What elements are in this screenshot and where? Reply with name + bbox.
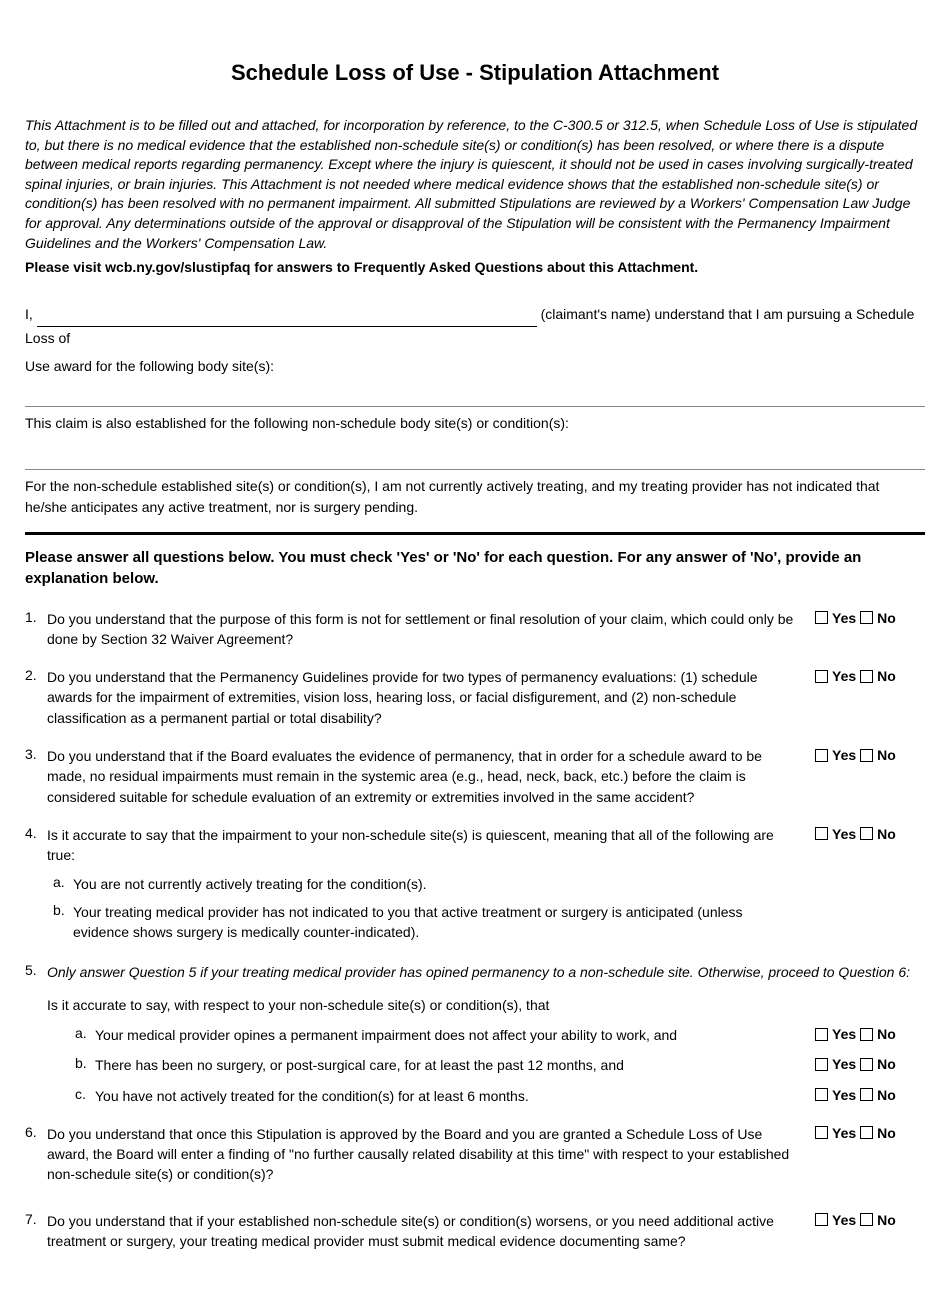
q5b-letter: b. — [75, 1055, 95, 1071]
q5b-no-checkbox[interactable] — [860, 1058, 873, 1071]
q5b: b. There has been no surgery, or post-su… — [75, 1055, 925, 1075]
q5b-yes-checkbox[interactable] — [815, 1058, 828, 1071]
q5b-yesno: Yes No — [815, 1055, 925, 1072]
faq-line: Please visit wcb.ny.gov/slustipfaq for a… — [25, 259, 925, 275]
q6-yes-checkbox[interactable] — [815, 1126, 828, 1139]
q1-yes-checkbox[interactable] — [815, 611, 828, 624]
q4b-text: Your treating medical provider has not i… — [73, 902, 773, 943]
q5-intro: Only answer Question 5 if your treating … — [47, 962, 925, 982]
q5c-letter: c. — [75, 1086, 95, 1102]
nonschedule-label: This claim is also established for the f… — [25, 413, 925, 434]
q4-yes-checkbox[interactable] — [815, 827, 828, 840]
q5a-yesno: Yes No — [815, 1025, 925, 1042]
yes-label: Yes — [832, 1087, 856, 1103]
section-divider — [25, 532, 925, 535]
q4a: a. You are not currently actively treati… — [53, 874, 925, 894]
q6-no-checkbox[interactable] — [860, 1126, 873, 1139]
claimant-name-row: I, (claimant's name) understand that I a… — [25, 303, 925, 351]
q5c-yesno: Yes No — [815, 1086, 925, 1103]
q5c: c. You have not actively treated for the… — [75, 1086, 925, 1106]
yes-label: Yes — [832, 668, 856, 684]
q6-number: 6. — [25, 1124, 47, 1140]
claimant-name-cont: Use award for the following body site(s)… — [25, 355, 925, 379]
no-label: No — [877, 1026, 896, 1042]
q4-number: 4. — [25, 825, 47, 841]
yes-label: Yes — [832, 747, 856, 763]
q3-no-checkbox[interactable] — [860, 749, 873, 762]
treatment-statement: For the non-schedule established site(s)… — [25, 476, 925, 518]
yes-label: Yes — [832, 826, 856, 842]
q7-no-checkbox[interactable] — [860, 1213, 873, 1226]
q4a-letter: a. — [53, 874, 73, 890]
q2-yesno: Yes No — [815, 667, 925, 684]
no-label: No — [877, 1212, 896, 1228]
q1-text: Do you understand that the purpose of th… — [47, 609, 815, 650]
q2-number: 2. — [25, 667, 47, 683]
no-label: No — [877, 668, 896, 684]
no-label: No — [877, 1087, 896, 1103]
q6-text: Do you understand that once this Stipula… — [47, 1124, 815, 1185]
q5c-no-checkbox[interactable] — [860, 1088, 873, 1101]
q3-yes-checkbox[interactable] — [815, 749, 828, 762]
q7-number: 7. — [25, 1211, 47, 1227]
q6-yesno: Yes No — [815, 1124, 925, 1141]
yes-label: Yes — [832, 1125, 856, 1141]
nonschedule-input[interactable] — [25, 448, 925, 470]
q2-no-checkbox[interactable] — [860, 670, 873, 683]
question-1: 1. Do you understand that the purpose of… — [25, 609, 925, 650]
q5-lead: Is it accurate to say, with respect to y… — [47, 995, 925, 1015]
q1-no-checkbox[interactable] — [860, 611, 873, 624]
instructions: Please answer all questions below. You m… — [25, 547, 925, 589]
q4a-text: You are not currently actively treating … — [73, 874, 925, 894]
claimant-name-input[interactable] — [37, 311, 537, 327]
claimant-prefix: I, — [25, 306, 33, 322]
yes-label: Yes — [832, 1026, 856, 1042]
q5-number: 5. — [25, 962, 47, 978]
q5a-text: Your medical provider opines a permanent… — [95, 1025, 815, 1045]
question-4: 4. Is it accurate to say that the impair… — [25, 825, 925, 866]
q2-text: Do you understand that the Permanency Gu… — [47, 667, 815, 728]
q7-yesno: Yes No — [815, 1211, 925, 1228]
q5a-no-checkbox[interactable] — [860, 1028, 873, 1041]
q5a-yes-checkbox[interactable] — [815, 1028, 828, 1041]
question-6: 6. Do you understand that once this Stip… — [25, 1124, 925, 1185]
q5c-yes-checkbox[interactable] — [815, 1088, 828, 1101]
form-page: Schedule Loss of Use - Stipulation Attac… — [0, 0, 950, 1294]
q2-yes-checkbox[interactable] — [815, 670, 828, 683]
q4-text: Is it accurate to say that the impairmen… — [47, 825, 815, 866]
no-label: No — [877, 610, 896, 626]
question-7: 7. Do you understand that if your establ… — [25, 1211, 925, 1252]
q4b-letter: b. — [53, 902, 73, 918]
q4-yesno: Yes No — [815, 825, 925, 842]
q3-yesno: Yes No — [815, 746, 925, 763]
q5b-text: There has been no surgery, or post-surgi… — [95, 1055, 815, 1075]
q4-no-checkbox[interactable] — [860, 827, 873, 840]
no-label: No — [877, 1125, 896, 1141]
page-title: Schedule Loss of Use - Stipulation Attac… — [25, 60, 925, 86]
q5a: a. Your medical provider opines a perman… — [75, 1025, 925, 1045]
question-2: 2. Do you understand that the Permanency… — [25, 667, 925, 728]
q5a-letter: a. — [75, 1025, 95, 1041]
q3-number: 3. — [25, 746, 47, 762]
q7-yes-checkbox[interactable] — [815, 1213, 828, 1226]
q4b: b. Your treating medical provider has no… — [53, 902, 925, 943]
no-label: No — [877, 1056, 896, 1072]
no-label: No — [877, 826, 896, 842]
q1-yesno: Yes No — [815, 609, 925, 626]
question-5: 5. Only answer Question 5 if your treati… — [25, 962, 925, 982]
q3-text: Do you understand that if the Board eval… — [47, 746, 815, 807]
body-sites-input[interactable] — [25, 385, 925, 407]
no-label: No — [877, 747, 896, 763]
question-3: 3. Do you understand that if the Board e… — [25, 746, 925, 807]
yes-label: Yes — [832, 610, 856, 626]
yes-label: Yes — [832, 1056, 856, 1072]
q5c-text: You have not actively treated for the co… — [95, 1086, 815, 1106]
yes-label: Yes — [832, 1212, 856, 1228]
q7-text: Do you understand that if your establish… — [47, 1211, 815, 1252]
q1-number: 1. — [25, 609, 47, 625]
intro-paragraph: This Attachment is to be filled out and … — [25, 116, 925, 253]
